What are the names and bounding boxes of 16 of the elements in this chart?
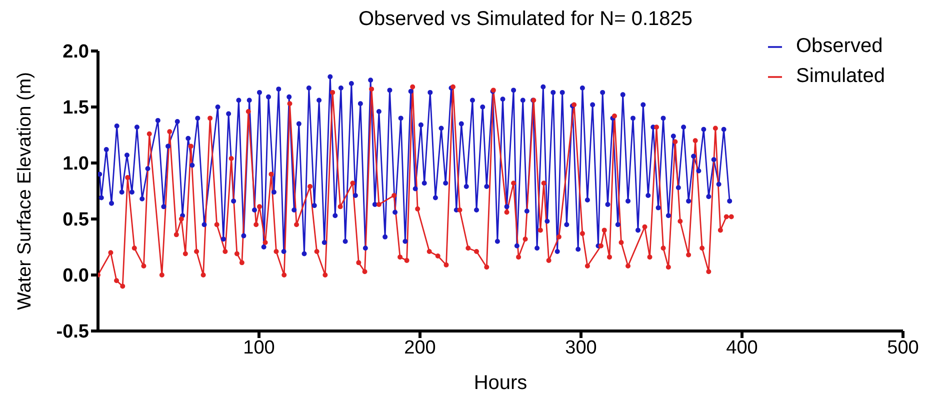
x-tick-label: 300 (565, 337, 597, 358)
x-tick-label: 400 (726, 337, 758, 358)
legend-label: Simulated (796, 65, 885, 87)
y-tick-label: 0.5 (62, 210, 90, 231)
x-tick-label: 100 (243, 337, 275, 358)
legend-label: Observed (796, 35, 883, 57)
chart-title: Observed vs Simulated for N= 0.1825 (357, 8, 694, 31)
y-tick-label: 0.0 (62, 266, 89, 287)
y-tick-label: -0.5 (56, 322, 90, 343)
x-tick-label: 200 (404, 337, 436, 358)
x-axis-title: Hours (474, 372, 528, 394)
y-axis-title: Water Surface Elevation (m) (14, 72, 36, 310)
x-tick-label: 500 (887, 337, 919, 358)
y-tick-label: 2.0 (62, 42, 89, 63)
y-tick-label: 1.0 (62, 154, 89, 175)
y-tick-label: 1.5 (62, 98, 90, 119)
